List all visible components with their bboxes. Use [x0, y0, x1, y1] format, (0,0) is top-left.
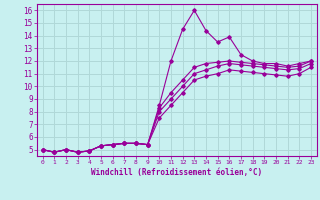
X-axis label: Windchill (Refroidissement éolien,°C): Windchill (Refroidissement éolien,°C): [91, 168, 262, 177]
